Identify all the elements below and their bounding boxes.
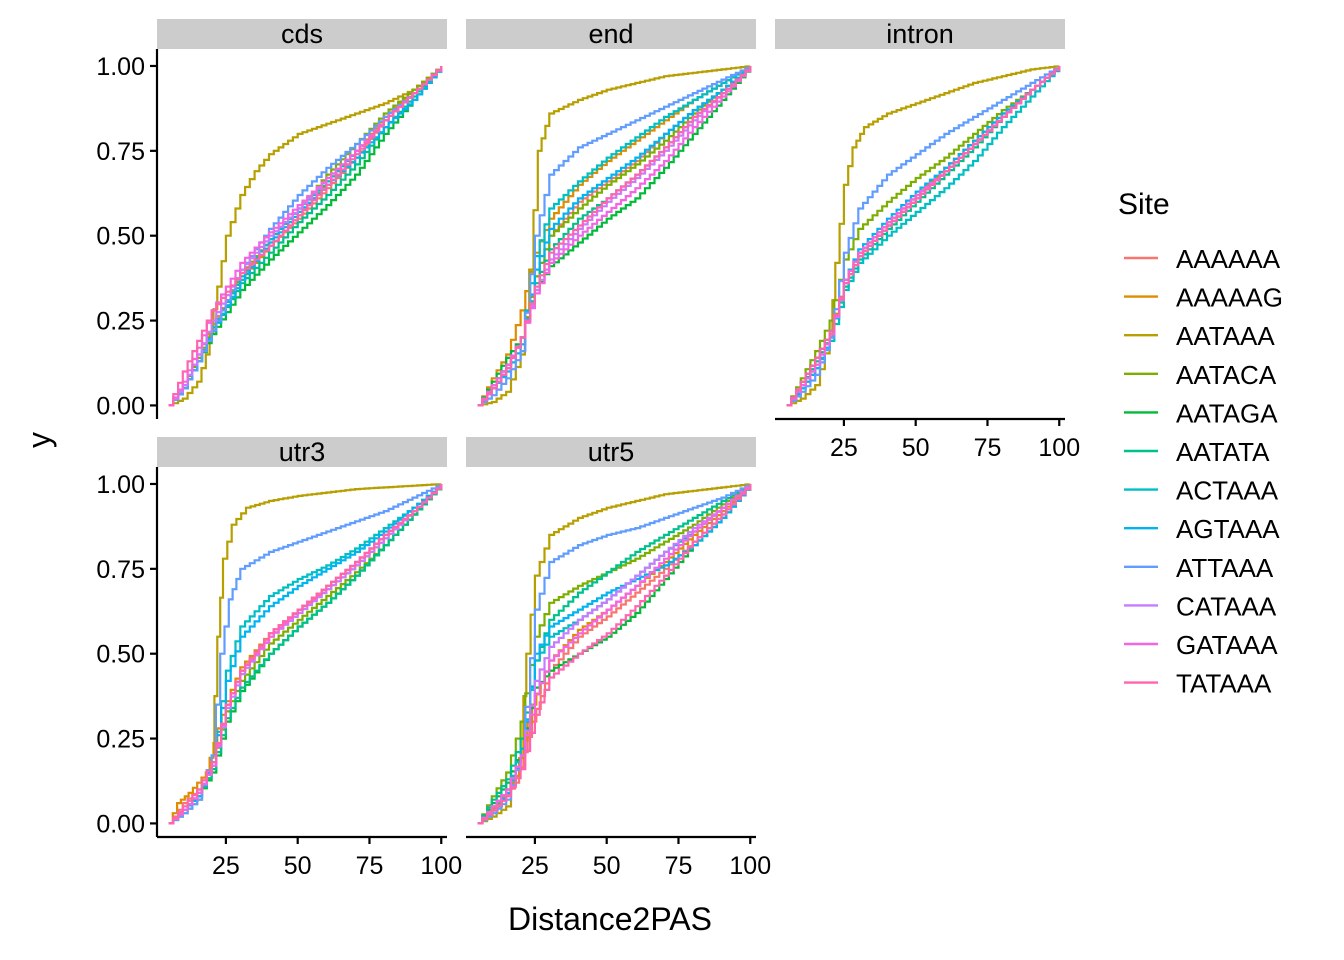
- series-group-utr5: [477, 483, 752, 825]
- y-tick-label-utr3-4: 1.00: [96, 471, 145, 499]
- legend-label-GATAAA: GATAAA: [1176, 630, 1278, 660]
- legend-item-TATAAA: TATAAA: [1124, 669, 1272, 699]
- x-tick-label-utr5-0: 25: [521, 852, 549, 880]
- x-tick-label-utr5-1: 50: [593, 852, 621, 880]
- series-line-end-TATAAA: [477, 66, 752, 407]
- x-tick-label-utr3-0: 25: [212, 852, 240, 880]
- legend: Site AAAAAA AAAAAG AATAAA AATACA AATAGA AATAT…: [1118, 188, 1283, 699]
- series-line-intron-TATAAA: [786, 66, 1061, 407]
- legend-label-AATATA: AATATA: [1176, 437, 1270, 467]
- strip-label-utr5: utr5: [588, 437, 635, 467]
- y-tick-label-utr3-0: 0.00: [96, 810, 145, 838]
- series-line-intron-ATTAAA: [786, 66, 1061, 407]
- legend-label-AATACA: AATACA: [1176, 360, 1277, 390]
- legend-label-AAAAAA: AAAAAA: [1176, 244, 1281, 274]
- x-axis-title: Distance2PAS: [508, 901, 712, 937]
- y-tick-label-cds-0: 0.00: [96, 392, 145, 420]
- strip-label-intron: intron: [886, 19, 954, 49]
- series-line-intron-AATAAA: [786, 65, 1061, 407]
- series-line-utr3-ATTAAA: [168, 484, 443, 825]
- x-tick-label-utr3-3: 100: [420, 852, 462, 880]
- y-tick-label-cds-4: 1.00: [96, 53, 145, 81]
- legend-item-ACTAAA: ACTAAA: [1124, 476, 1279, 506]
- series-line-cds-TATAAA: [168, 66, 443, 407]
- panel-intron: intron 25 50 75 100: [775, 19, 1080, 462]
- series-line-utr3-AATAAA: [168, 483, 443, 825]
- strip-label-cds: cds: [281, 19, 323, 49]
- y-tick-label-utr3-2: 0.50: [96, 641, 145, 669]
- legend-label-AATAGA: AATAGA: [1176, 398, 1278, 428]
- legend-item-AGTAAA: AGTAAA: [1124, 514, 1280, 544]
- strip-utr3: [157, 437, 447, 467]
- strip-cds: [157, 19, 447, 49]
- panels-layer: cds 0.00 0.25 0.50 0.75 1.00 end intron 25 50 75 10…: [96, 19, 1080, 880]
- panel-cds: cds 0.00 0.25 0.50 0.75 1.00: [96, 19, 447, 420]
- x-tick-label-intron-2: 75: [974, 434, 1002, 462]
- x-tick-label-intron-0: 25: [830, 434, 858, 462]
- series-group-cds: [168, 66, 443, 407]
- legend-item-CATAAA: CATAAA: [1124, 591, 1277, 621]
- strip-label-end: end: [588, 19, 633, 49]
- series-group-utr3: [168, 483, 443, 825]
- legend-item-AAAAAG: AAAAAG: [1124, 283, 1283, 313]
- series-line-end-ATTAAA: [477, 66, 752, 407]
- strip-intron: [775, 19, 1065, 49]
- series-line-utr5-TATAAA: [477, 484, 752, 825]
- series-line-utr5-AAAAAG: [477, 484, 752, 825]
- legend-item-AATATA: AATATA: [1124, 437, 1270, 467]
- legend-items: AAAAAA AAAAAG AATAAA AATACA AATAGA AATATA ACTA…: [1124, 244, 1283, 699]
- y-tick-label-cds-3: 0.75: [96, 138, 145, 166]
- legend-label-ATTAAA: ATTAAA: [1176, 553, 1274, 583]
- series-line-intron-ACTAAA: [786, 66, 1061, 407]
- x-tick-label-intron-3: 100: [1038, 434, 1080, 462]
- x-tick-label-utr3-2: 75: [356, 852, 384, 880]
- series-line-utr3-AATATA: [168, 484, 443, 825]
- y-tick-label-cds-1: 0.25: [96, 308, 145, 336]
- legend-label-AGTAAA: AGTAAA: [1176, 514, 1280, 544]
- legend-item-ATTAAA: ATTAAA: [1124, 553, 1274, 583]
- y-tick-label-utr3-1: 0.25: [96, 726, 145, 754]
- legend-label-CATAAA: CATAAA: [1176, 591, 1277, 621]
- panel-utr5: utr5 25 50 75 100: [466, 437, 771, 880]
- legend-item-AATAGA: AATAGA: [1124, 398, 1278, 428]
- series-line-utr5-AATAAA: [477, 483, 752, 825]
- strip-end: [466, 19, 756, 49]
- series-line-utr3-TATAAA: [168, 484, 443, 825]
- x-tick-label-intron-1: 50: [902, 434, 930, 462]
- legend-label-AATAAA: AATAAA: [1176, 321, 1275, 351]
- legend-label-AAAAAG: AAAAAG: [1176, 283, 1283, 313]
- x-tick-label-utr3-1: 50: [284, 852, 312, 880]
- legend-label-ACTAAA: ACTAAA: [1176, 476, 1279, 506]
- y-tick-label-utr3-3: 0.75: [96, 556, 145, 584]
- y-axis-title: y: [21, 432, 57, 448]
- legend-item-AATAAA: AATAAA: [1124, 321, 1275, 351]
- legend-label-TATAAA: TATAAA: [1176, 669, 1272, 699]
- strip-label-utr3: utr3: [279, 437, 326, 467]
- legend-title: Site: [1118, 188, 1170, 221]
- legend-item-GATAAA: GATAAA: [1124, 630, 1278, 660]
- legend-item-AAAAAA: AAAAAA: [1124, 244, 1281, 274]
- x-tick-label-utr5-3: 100: [729, 852, 771, 880]
- series-group-end: [477, 65, 752, 407]
- x-tick-label-utr5-2: 75: [665, 852, 693, 880]
- strip-utr5: [466, 437, 756, 467]
- panel-end: end: [466, 19, 756, 407]
- series-group-intron: [786, 65, 1061, 407]
- series-line-cds-AATAAA: [168, 66, 443, 407]
- series-line-cds-AATAGA: [168, 66, 443, 407]
- y-tick-label-cds-2: 0.50: [96, 223, 145, 251]
- panel-utr3: utr3 0.00 0.25 0.50 0.75 1.00 25 50 75 100: [96, 437, 462, 880]
- legend-item-AATACA: AATACA: [1124, 360, 1277, 390]
